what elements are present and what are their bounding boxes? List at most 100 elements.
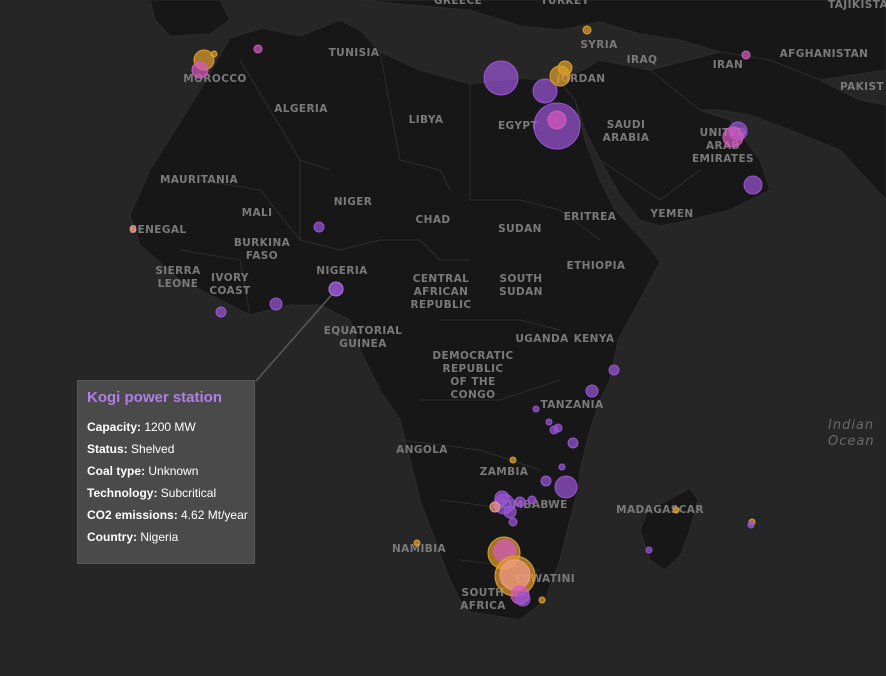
power-plant-marker[interactable] bbox=[129, 225, 137, 233]
country-label-turkey: TURKEY bbox=[540, 0, 589, 7]
power-plant-marker[interactable] bbox=[514, 496, 526, 508]
tooltip-row-technology: Technology: Subcritical bbox=[87, 486, 217, 500]
power-plant-marker[interactable] bbox=[313, 221, 325, 233]
europe-landmass bbox=[359, 0, 886, 81]
country-label-south-africa: SOUTH bbox=[462, 587, 505, 599]
power-plant-marker[interactable] bbox=[741, 50, 751, 60]
power-plant-marker[interactable] bbox=[532, 78, 558, 104]
country-label-sudan: SUDAN bbox=[498, 223, 542, 235]
power-plant-marker[interactable] bbox=[672, 506, 680, 514]
country-label-equatorial-guinea: EQUATORIAL bbox=[324, 325, 403, 337]
country-label-south-sudan: SOUTH bbox=[500, 273, 543, 285]
country-label-morocco: MOROCCO bbox=[183, 73, 247, 85]
power-plant-marker[interactable] bbox=[747, 521, 755, 529]
country-label-egypt: EGYPT bbox=[498, 120, 538, 132]
country-label-namibia: NAMIBIA bbox=[392, 543, 447, 555]
country-label-madagascar: MADAGASCAR bbox=[616, 504, 704, 516]
country-label-ivory-coast: COAST bbox=[209, 285, 251, 297]
power-plant-marker[interactable] bbox=[215, 306, 227, 318]
country-label-angola: ANGOLA bbox=[396, 444, 448, 456]
power-plant-marker[interactable] bbox=[554, 475, 578, 499]
power-plant-marker[interactable] bbox=[557, 60, 573, 76]
country-label-tunisia: TUNISIA bbox=[329, 47, 380, 59]
country-label-libya: LIBYA bbox=[409, 114, 444, 126]
country-label-ivory-coast: IVORY bbox=[211, 272, 249, 284]
country-label-sierra-leone: LEONE bbox=[158, 278, 199, 290]
tooltip-leader-line bbox=[255, 289, 337, 382]
country-label-south-sudan: SUDAN bbox=[499, 286, 543, 298]
country-label-nigeria: NIGERIA bbox=[316, 265, 368, 277]
power-plant-marker[interactable] bbox=[582, 25, 592, 35]
country-borders bbox=[179, 51, 701, 571]
country-label-algeria: ALGERIA bbox=[274, 103, 328, 115]
power-plant-marker[interactable] bbox=[515, 591, 531, 607]
power-plant-marker[interactable] bbox=[253, 44, 263, 54]
power-plant-markers bbox=[129, 25, 763, 607]
country-label-greece: GREECE bbox=[434, 0, 482, 7]
power-plant-marker[interactable] bbox=[499, 559, 531, 591]
tooltip-row-coal-type: Coal type: Unknown bbox=[87, 464, 199, 478]
country-label-drc: DEMOCRATIC bbox=[432, 350, 513, 362]
power-plant-marker[interactable] bbox=[585, 384, 599, 398]
country-label-kenya: KENYA bbox=[574, 333, 615, 345]
country-label-pakistan: PAKIST bbox=[840, 81, 884, 93]
country-label-zambia: ZAMBIA bbox=[480, 466, 529, 478]
power-plant-marker[interactable] bbox=[269, 297, 283, 311]
country-label-burkina-faso: BURKINA bbox=[234, 237, 291, 249]
power-plant-marker[interactable] bbox=[413, 539, 421, 547]
country-label-uganda: UGANDA bbox=[515, 333, 569, 345]
iberia-landmass bbox=[149, 0, 231, 37]
power-plant-marker[interactable] bbox=[489, 501, 501, 513]
power-plant-marker[interactable] bbox=[532, 405, 540, 413]
power-plant-marker[interactable] bbox=[527, 495, 537, 505]
power-plant-marker[interactable] bbox=[558, 463, 566, 471]
country-label-iraq: IRAQ bbox=[627, 54, 658, 66]
country-label-mali: MALI bbox=[242, 207, 273, 219]
country-label-saudi-arabia: SAUDI bbox=[607, 119, 646, 131]
power-plant-marker[interactable] bbox=[191, 61, 209, 79]
selected-plant-marker[interactable] bbox=[328, 281, 344, 297]
country-label-tanzania: TANZANIA bbox=[540, 399, 603, 411]
power-plant-marker[interactable] bbox=[483, 60, 519, 96]
power-plant-marker[interactable] bbox=[508, 517, 518, 527]
country-label-senegal: SENEGAL bbox=[130, 224, 187, 236]
country-label-tajikistan: TAJIKISTA bbox=[828, 0, 886, 11]
power-plant-marker[interactable] bbox=[645, 546, 653, 554]
power-plant-marker[interactable] bbox=[549, 425, 559, 435]
power-plant-marker[interactable] bbox=[545, 418, 553, 426]
power-plant-marker[interactable] bbox=[743, 175, 763, 195]
country-label-sierra-leone: SIERRA bbox=[155, 265, 201, 277]
power-plant-marker[interactable] bbox=[540, 475, 552, 487]
ocean-label-indian-ocean: Ocean bbox=[828, 434, 875, 449]
country-label-syria: SYRIA bbox=[580, 39, 618, 51]
power-plant-marker[interactable] bbox=[509, 456, 517, 464]
country-label-burkina-faso: FASO bbox=[246, 250, 278, 262]
country-label-yemen: YEMEN bbox=[649, 208, 693, 220]
country-label-equatorial-guinea: GUINEA bbox=[339, 338, 387, 350]
country-label-south-africa: AFRICA bbox=[460, 600, 506, 612]
country-label-central-african-republic: CENTRAL bbox=[413, 273, 470, 285]
plant-tooltip: Kogi power station Capacity: 1200 MW Sta… bbox=[77, 380, 255, 564]
country-label-drc: CONGO bbox=[451, 389, 496, 401]
country-label-mauritania: MAURITANIA bbox=[160, 174, 239, 186]
country-label-afghanistan: AFGHANISTAN bbox=[780, 48, 869, 60]
country-label-eritrea: ERITREA bbox=[564, 211, 617, 223]
country-label-drc: REPUBLIC bbox=[443, 363, 504, 375]
country-label-drc: OF THE bbox=[450, 376, 495, 388]
tooltip-row-co2: CO2 emissions: 4.62 Mt/year bbox=[87, 508, 248, 522]
ocean-label-indian-ocean: Indian bbox=[828, 418, 874, 433]
tooltip-row-country: Country: Nigeria bbox=[87, 530, 179, 544]
country-label-central-african-republic: REPUBLIC bbox=[411, 299, 472, 311]
power-plant-marker[interactable] bbox=[722, 126, 744, 148]
country-label-niger: NIGER bbox=[334, 196, 373, 208]
country-label-chad: CHAD bbox=[416, 214, 451, 226]
country-label-uae: EMIRATES bbox=[692, 153, 754, 165]
power-plant-marker[interactable] bbox=[608, 364, 620, 376]
power-plant-marker[interactable] bbox=[503, 505, 517, 519]
tooltip-row-status: Status: Shelved bbox=[87, 442, 175, 456]
power-plant-marker[interactable] bbox=[547, 110, 567, 130]
power-plant-marker[interactable] bbox=[567, 437, 579, 449]
madagascar-landmass bbox=[639, 487, 699, 571]
power-plant-marker[interactable] bbox=[538, 596, 546, 604]
